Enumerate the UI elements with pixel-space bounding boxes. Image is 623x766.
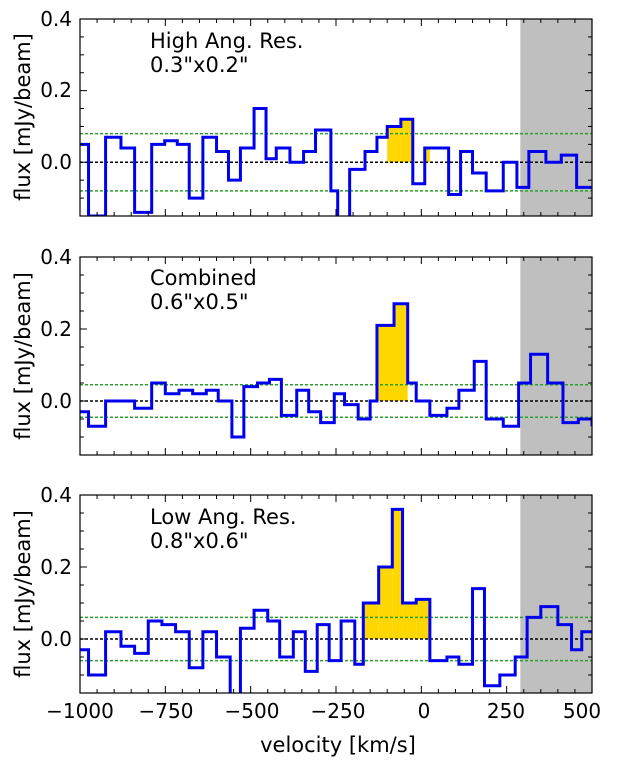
y-axis-label: flux [mJy/beam] bbox=[11, 272, 35, 440]
x-tick-label: 500 bbox=[563, 699, 601, 723]
y-tick-label: 0.0 bbox=[40, 389, 72, 413]
x-axis-label: velocity [km/s] bbox=[260, 733, 416, 757]
spectrum-step-line bbox=[80, 107, 592, 216]
highlight-bin bbox=[400, 119, 413, 163]
highlight-bin bbox=[424, 147, 430, 163]
y-tick-label: 0.0 bbox=[40, 627, 72, 651]
plot-area bbox=[80, 19, 592, 216]
x-tick-label: 0 bbox=[418, 699, 431, 723]
plot-area bbox=[80, 257, 592, 455]
highlight-bin bbox=[416, 599, 430, 639]
x-tick-label: −500 bbox=[225, 699, 280, 723]
highlight-bin bbox=[387, 126, 401, 163]
spectrum-step-line bbox=[80, 302, 592, 439]
y-tick-label: 0.4 bbox=[40, 7, 72, 31]
highlight-bin bbox=[402, 603, 417, 639]
y-tick-label: 0.2 bbox=[40, 317, 72, 341]
y-tick-label: 0.0 bbox=[40, 150, 72, 174]
highlight-bin bbox=[394, 303, 408, 401]
y-axis-label: flux [mJy/beam] bbox=[11, 510, 35, 678]
highlight-bin bbox=[378, 567, 393, 639]
spectrum-step-line bbox=[80, 507, 592, 693]
y-tick-label: 0.4 bbox=[40, 483, 72, 507]
panel-label-line2: 0.8"x0.6" bbox=[150, 529, 249, 553]
x-tick-label: −750 bbox=[139, 699, 194, 723]
highlight-bin bbox=[392, 509, 403, 639]
panel-label-line1: Combined bbox=[150, 266, 257, 290]
x-tick-label: −250 bbox=[311, 699, 366, 723]
shaded-region bbox=[520, 495, 592, 693]
panel-label-line1: High Ang. Res. bbox=[150, 29, 303, 53]
x-tick-label: 250 bbox=[487, 699, 525, 723]
panel-low-res: Low Ang. Res. 0.8"x0.6" flux [mJy/beam] … bbox=[11, 483, 601, 757]
plot-area bbox=[80, 495, 592, 693]
panel-label-line1: Low Ang. Res. bbox=[150, 505, 297, 529]
x-tick-label: −1000 bbox=[46, 699, 114, 723]
panel-high-res: High Ang. Res. 0.3"x0.2" flux [mJy/beam]… bbox=[11, 7, 593, 217]
y-tick-label: 0.2 bbox=[40, 555, 72, 579]
panel-label-line2: 0.6"x0.5" bbox=[150, 290, 249, 314]
shaded-region bbox=[520, 19, 592, 216]
shaded-region bbox=[520, 257, 592, 455]
highlight-bin bbox=[376, 325, 395, 401]
panel-combined: Combined 0.6"x0.5" flux [mJy/beam] 0.0 0… bbox=[11, 245, 593, 456]
y-tick-label: 0.2 bbox=[40, 78, 72, 102]
y-tick-label: 0.4 bbox=[40, 245, 72, 269]
y-axis-label: flux [mJy/beam] bbox=[11, 33, 35, 201]
panel-label-line2: 0.3"x0.2" bbox=[150, 53, 249, 77]
highlight-bin bbox=[363, 603, 379, 639]
